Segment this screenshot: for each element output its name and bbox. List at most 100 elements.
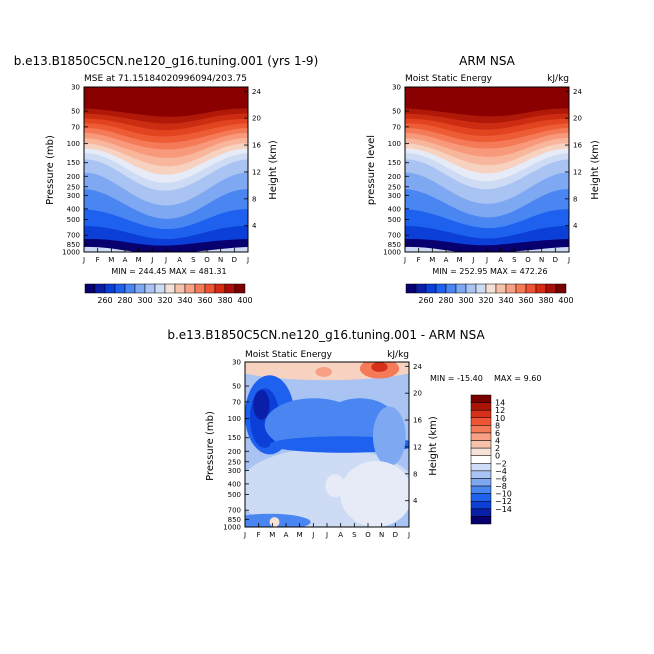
colorbar-swatch xyxy=(184,283,196,294)
month-tick-label: M xyxy=(269,531,275,539)
colorbar-swatch xyxy=(104,283,116,294)
km-tick-label: 4 xyxy=(413,497,418,505)
month-tick-label: A xyxy=(444,256,449,264)
colorbar-swatch xyxy=(194,283,206,294)
colorbar-label: 12 xyxy=(495,406,505,415)
colorbar-label: −8 xyxy=(495,482,507,491)
difference-contour-area xyxy=(253,390,270,420)
month-tick-label: J xyxy=(246,256,249,264)
p-tick-label: 30 xyxy=(232,359,241,367)
colorbar-swatch xyxy=(94,283,106,294)
difference-contour-area xyxy=(325,474,346,498)
p-tick-label: 200 xyxy=(67,173,80,181)
km-tick-label: 16 xyxy=(573,142,582,150)
p-tick-label: 1000 xyxy=(223,524,241,532)
colorbar-swatch xyxy=(114,283,126,294)
colorbar-label: 260 xyxy=(418,296,433,305)
panel1-contour-field xyxy=(84,87,248,252)
colorbar-swatch xyxy=(470,425,492,434)
p-tick-label: 50 xyxy=(392,108,401,116)
colorbar-swatch xyxy=(234,283,246,294)
colorbar-swatch xyxy=(505,283,517,294)
colorbar-swatch xyxy=(465,283,477,294)
month-tick-label: J xyxy=(403,256,406,264)
p-tick-label: 700 xyxy=(67,232,80,240)
month-tick-label: S xyxy=(352,531,357,539)
month-tick-label: A xyxy=(177,256,182,264)
difference-contour-area xyxy=(269,517,280,527)
colorbar-label: 6 xyxy=(495,429,500,438)
panel-model-mse: b.e13.B1850C5CN.ne120_g16.tuning.001 (yr… xyxy=(14,54,319,305)
colorbar-swatch xyxy=(144,283,156,294)
colorbar-label: 360 xyxy=(197,296,212,305)
colorbar-swatch xyxy=(84,283,96,294)
p-tick-label: 70 xyxy=(232,398,241,406)
month-tick-label: J xyxy=(407,531,410,539)
km-tick-label: 4 xyxy=(252,222,257,230)
panel3-stats-max: MAX = 9.60 xyxy=(494,374,541,383)
panel3-contour-field xyxy=(245,362,409,527)
month-tick-label: A xyxy=(284,531,289,539)
km-tick-label: 16 xyxy=(413,417,422,425)
panel2-ylabel-right: Height (km) xyxy=(590,140,601,200)
km-tick-label: 8 xyxy=(413,470,417,478)
month-tick-label: D xyxy=(232,256,237,264)
month-tick-label: D xyxy=(393,531,398,539)
colorbar-label: 380 xyxy=(217,296,232,305)
month-tick-label: N xyxy=(218,256,223,264)
colorbar-swatch xyxy=(495,283,507,294)
p-tick-label: 300 xyxy=(67,192,80,200)
month-tick-label: J xyxy=(243,531,246,539)
p-tick-label: 200 xyxy=(228,448,241,456)
p-tick-label: 400 xyxy=(388,205,401,213)
month-tick-label: O xyxy=(525,256,531,264)
colorbar-label: 8 xyxy=(495,421,500,430)
p-tick-label: 400 xyxy=(67,205,80,213)
colorbar-swatch xyxy=(470,394,492,403)
colorbar-label: 300 xyxy=(458,296,473,305)
panel1-title: b.e13.B1850C5CN.ne120_g16.tuning.001 (yr… xyxy=(14,54,319,68)
month-tick-label: J xyxy=(485,256,488,264)
p-tick-label: 100 xyxy=(67,140,80,148)
p-tick-label: 30 xyxy=(392,84,401,92)
colorbar-label: 0 xyxy=(495,452,500,461)
month-tick-label: O xyxy=(365,531,371,539)
colorbar-swatch xyxy=(475,283,487,294)
month-tick-label: A xyxy=(338,531,343,539)
colorbar-swatch xyxy=(134,283,146,294)
difference-contour-area xyxy=(371,362,388,372)
contour-band xyxy=(405,87,569,117)
colorbar-swatch xyxy=(174,283,186,294)
p-tick-label: 30 xyxy=(71,84,80,92)
colorbar-swatch xyxy=(470,402,492,411)
colorbar-swatch xyxy=(405,283,417,294)
difference-contour-area xyxy=(372,406,406,466)
colorbar-swatch xyxy=(415,283,427,294)
colorbar-label: 380 xyxy=(538,296,553,305)
colorbar-swatch xyxy=(545,283,557,294)
km-tick-label: 12 xyxy=(413,443,422,451)
panel2-contour-field xyxy=(405,87,569,252)
p-tick-label: 250 xyxy=(388,183,401,191)
panel2-subtitle-left: Moist Static Energy xyxy=(405,74,493,84)
colorbar-swatch xyxy=(470,470,492,479)
km-tick-label: 12 xyxy=(573,168,582,176)
panel1-stats: MIN = 244.45 MAX = 481.31 xyxy=(111,267,226,276)
colorbar-swatch xyxy=(470,455,492,464)
p-tick-label: 250 xyxy=(228,458,241,466)
month-tick-label: F xyxy=(96,256,100,264)
colorbar-label: 300 xyxy=(137,296,152,305)
colorbar-swatch xyxy=(470,417,492,426)
colorbar-label: 340 xyxy=(177,296,192,305)
colorbar-swatch xyxy=(164,283,176,294)
km-tick-label: 20 xyxy=(413,390,422,398)
colorbar-swatch xyxy=(470,508,492,517)
p-tick-label: 850 xyxy=(228,516,241,524)
p-tick-label: 250 xyxy=(67,183,80,191)
month-tick-label: J xyxy=(567,256,570,264)
colorbar-swatch xyxy=(515,283,527,294)
km-tick-label: 20 xyxy=(252,115,261,123)
colorbar-label: 260 xyxy=(97,296,112,305)
